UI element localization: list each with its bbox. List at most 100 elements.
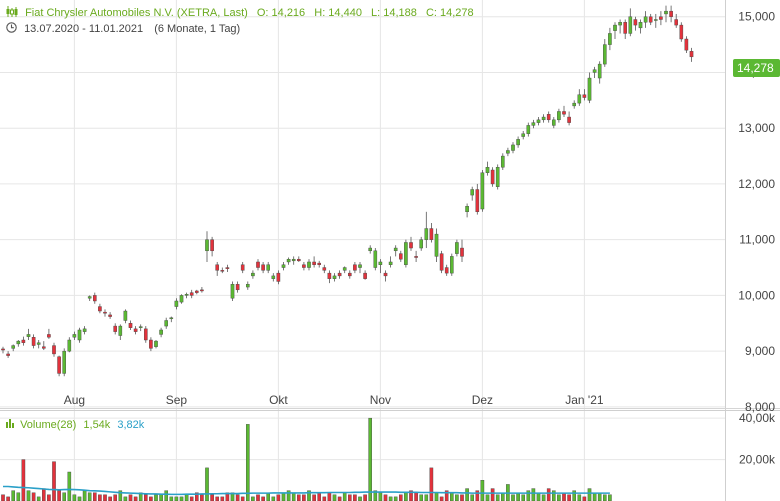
candle (526, 122, 531, 137)
candle (633, 16, 638, 31)
candle (317, 260, 322, 268)
volume-tick-label: 20,00k (739, 453, 776, 467)
volume-bar (429, 467, 434, 501)
volume-bar (348, 494, 352, 501)
volume-header: Volume(28) 1,54k 3,82k (6, 419, 144, 431)
candle (679, 22, 684, 42)
x-tick-label: Jan '21 (565, 393, 604, 407)
volume-bar (47, 494, 51, 501)
volume-bar (205, 467, 209, 501)
volume-bar (256, 494, 260, 501)
candle (230, 281, 235, 301)
volume-bar (200, 494, 204, 501)
candle (87, 295, 92, 301)
volume-bar (450, 492, 454, 501)
volume-bar (11, 490, 16, 501)
candle (312, 256, 316, 268)
volume-bar (419, 494, 424, 501)
volume-bar (92, 492, 97, 501)
volume-bar (67, 471, 72, 501)
candle (439, 250, 444, 274)
candle (77, 327, 82, 343)
volume-bar (42, 488, 46, 501)
candle (465, 203, 469, 218)
price-tick-label: 11,000 (739, 233, 775, 247)
candle (495, 164, 500, 190)
volume-bar (490, 488, 495, 501)
volume-bars (1, 417, 612, 501)
volume-bar (439, 496, 444, 501)
candle (348, 270, 352, 279)
volume-bar (383, 494, 388, 501)
volume-bar (516, 492, 520, 501)
volume-value: 1,54k (83, 419, 111, 431)
candle (470, 186, 475, 201)
volume-bar (536, 492, 541, 501)
low-value: L: 14,188 (371, 6, 417, 19)
candle (128, 320, 133, 330)
candle (220, 267, 225, 274)
candle (36, 340, 41, 349)
candle (179, 294, 184, 304)
volume-bar (577, 494, 582, 501)
volume-bar (557, 494, 561, 501)
last-price-badge: 14,278 (733, 59, 780, 77)
candle (302, 261, 306, 271)
volume-bar (77, 496, 82, 501)
volume-bar (434, 492, 439, 501)
volume-bar (399, 494, 403, 501)
volume-grid (0, 417, 725, 461)
date-range-row: 13.07.2020 - 11.01.2021 (6 Monate, 1 Tag… (6, 22, 240, 36)
volume-bar (337, 496, 342, 501)
volume-bar (552, 490, 556, 501)
candle (337, 270, 342, 279)
candle (169, 316, 174, 323)
x-tick-label: Nov (370, 393, 391, 407)
volume-bar (149, 496, 153, 501)
volume-average-value: 3,82k (117, 419, 145, 431)
candle (608, 27, 612, 51)
candle (684, 36, 689, 53)
volume-bar (511, 494, 515, 501)
candle (143, 326, 148, 343)
candle (261, 261, 265, 274)
candle (113, 323, 117, 335)
candle (281, 261, 286, 271)
candle (16, 340, 21, 347)
volume-bar (572, 490, 576, 501)
volume-bar (592, 492, 597, 501)
volume-bar (455, 494, 459, 501)
volume-bar (6, 496, 10, 501)
candle (21, 336, 26, 346)
candle (138, 324, 143, 332)
candle (200, 287, 204, 293)
volume-bar (363, 494, 367, 501)
volume-bar (353, 494, 357, 501)
candle (6, 351, 10, 358)
volume-bar (271, 496, 276, 501)
candle (225, 264, 230, 272)
candle (419, 236, 424, 251)
candle (577, 89, 582, 106)
candle (648, 13, 653, 26)
candle (42, 341, 46, 351)
candle (1, 346, 5, 354)
candlestick-series (1, 5, 694, 377)
candle (266, 261, 271, 274)
volume-bar (240, 496, 245, 501)
candle (592, 66, 597, 79)
candle (552, 117, 556, 129)
candle (286, 257, 291, 265)
candle (414, 250, 418, 262)
price-tick-label: 8,000 (745, 400, 775, 414)
candle (215, 261, 220, 276)
candle (11, 344, 16, 352)
volume-axis-labels: 20,00k 40,00k (739, 411, 776, 466)
volume-tick-label: 40,00k (739, 411, 776, 425)
volume-bar (266, 492, 271, 501)
volume-bar (123, 496, 128, 501)
candle (424, 211, 429, 249)
candle (72, 331, 77, 340)
